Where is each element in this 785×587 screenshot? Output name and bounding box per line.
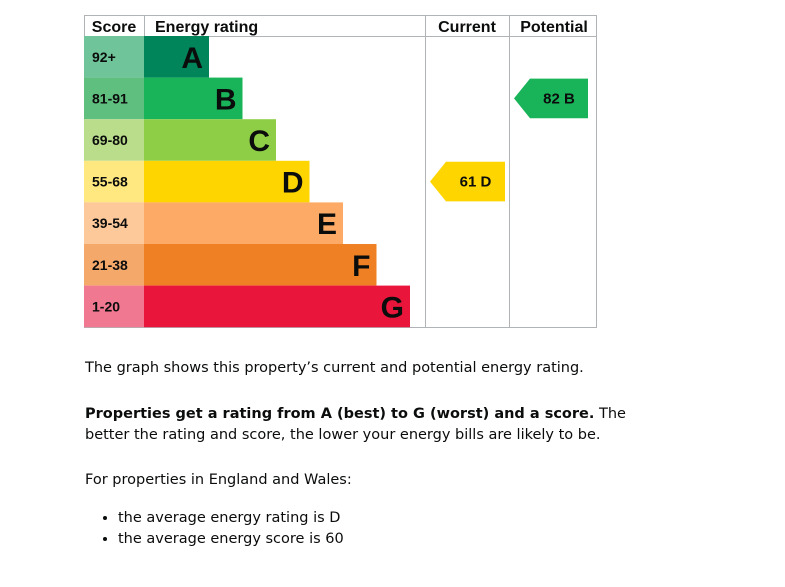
band-e-range: 39-54: [92, 215, 128, 231]
band-d-score-cell: [84, 160, 144, 203]
band-e-bar: [144, 202, 343, 244]
band-b-bar: [144, 77, 243, 120]
potential-marker-label: 82 B: [543, 90, 575, 107]
averages-list: the average energy rating is D the avera…: [85, 508, 344, 550]
potential-marker: [514, 78, 588, 119]
band-b-letter: B: [215, 83, 237, 116]
band-c-range: 69-80: [92, 132, 128, 148]
band-g-letter: G: [381, 291, 404, 324]
band-g-range: 1-20: [92, 298, 120, 314]
rating-explanation-rest: The better the rating and score, the low…: [85, 406, 626, 443]
band-g-score-cell: [84, 285, 144, 328]
band-e-score-cell: [84, 202, 144, 244]
band-b-score-cell: [84, 77, 144, 120]
header-potential: Potential: [520, 19, 588, 36]
region-text: For properties in England and Wales:: [85, 472, 352, 488]
band-d-range: 55-68: [92, 174, 128, 190]
band-a-score-cell: [84, 36, 144, 78]
header-score: Score: [92, 19, 137, 36]
band-c-letter: C: [248, 125, 270, 158]
average-rating-item: the average energy rating is D: [118, 508, 344, 529]
epc-chart: Score Energy rating Current Potential 92…: [84, 15, 597, 328]
rating-bands: 92+ A 81-91 B 69-80 C 55-68 D 39-54 E 21-38 F 1-20 G: [84, 36, 410, 328]
band-c-bar: [144, 119, 276, 161]
band-f-range: 21-38: [92, 257, 128, 273]
rating-explanation: Properties get a rating from A (best) to…: [85, 404, 645, 446]
band-d-letter: D: [282, 167, 304, 200]
average-score-item: the average energy score is 60: [118, 529, 344, 550]
band-f-letter: F: [352, 250, 370, 283]
band-f-score-cell: [84, 244, 144, 286]
band-a-letter: A: [181, 42, 203, 75]
rating-markers: 61 D 82 B: [430, 78, 588, 202]
band-b-range: 81-91: [92, 90, 128, 106]
header-current: Current: [438, 19, 496, 36]
current-marker-label: 61 D: [460, 174, 492, 191]
band-f-bar: [144, 244, 377, 286]
band-c-score-cell: [84, 119, 144, 161]
intro-text: The graph shows this property’s current …: [85, 360, 584, 376]
rating-explanation-bold: Properties get a rating from A (best) to…: [85, 406, 595, 422]
band-d-bar: [144, 160, 310, 203]
band-g-bar: [144, 285, 410, 328]
band-a-range: 92+: [92, 49, 116, 65]
header-energy-rating: Energy rating: [155, 19, 258, 36]
band-a-bar: [144, 36, 209, 78]
current-marker: [430, 161, 505, 202]
band-e-letter: E: [317, 208, 337, 241]
